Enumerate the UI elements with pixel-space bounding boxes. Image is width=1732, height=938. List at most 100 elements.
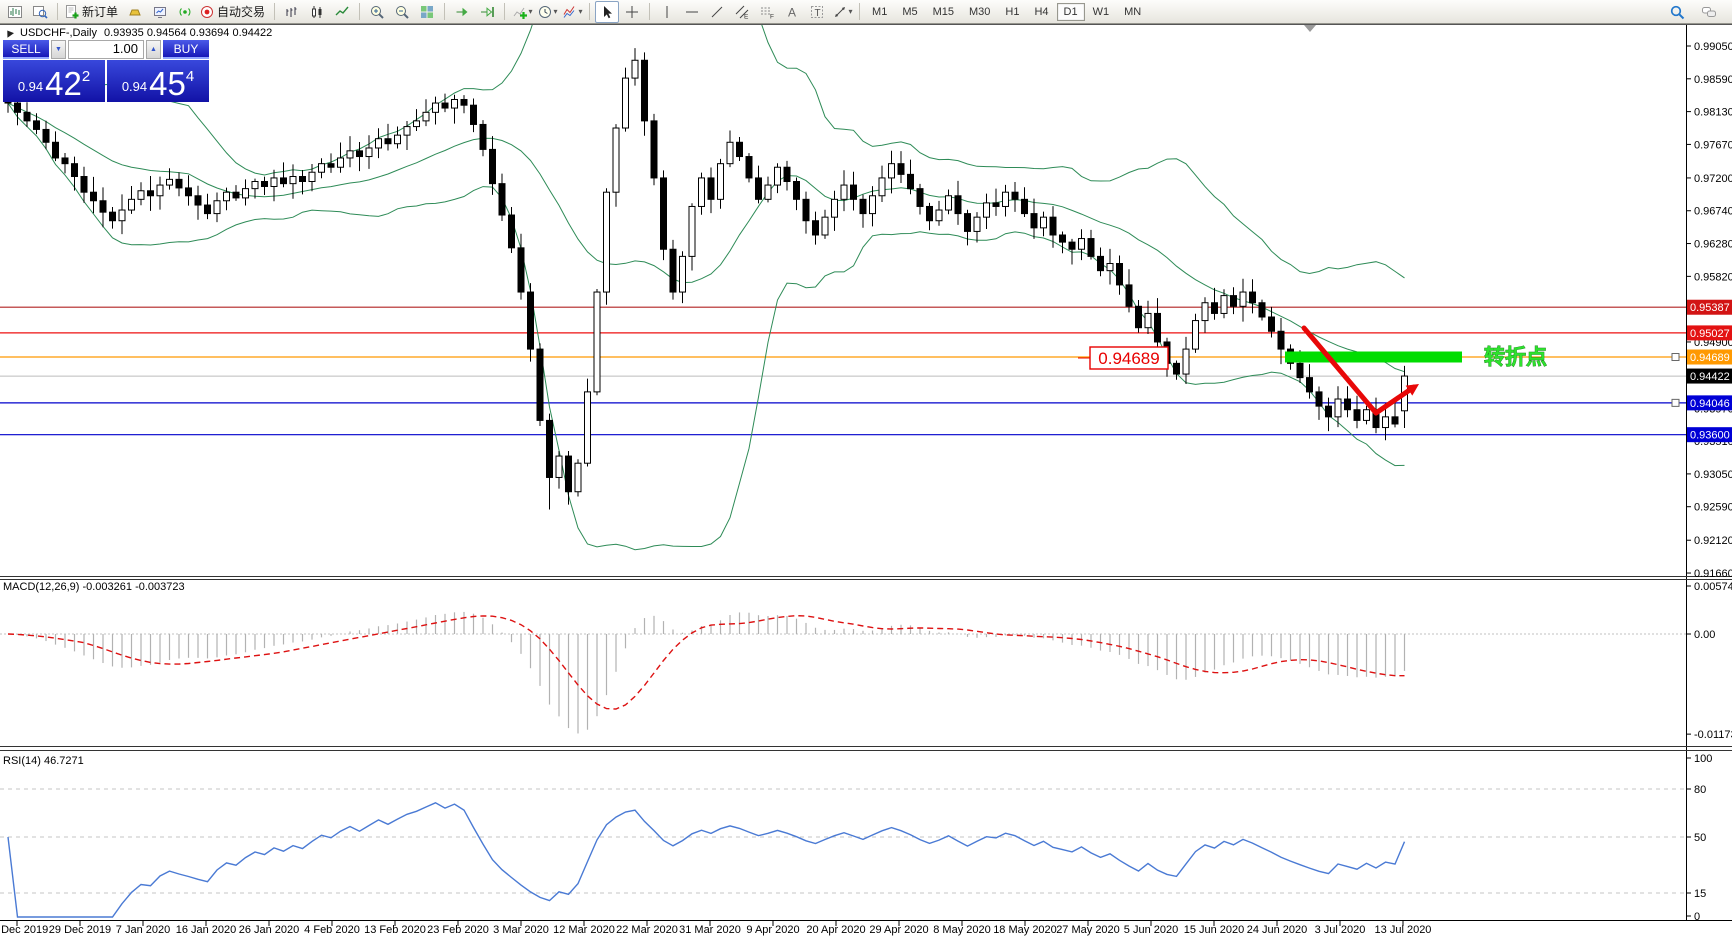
svg-text:80: 80 xyxy=(1694,784,1706,796)
line-drag-handle[interactable] xyxy=(1671,398,1680,407)
candle-body xyxy=(1002,191,1009,207)
candle-body xyxy=(1315,391,1323,407)
timeframe-mn-button[interactable]: MN xyxy=(1124,5,1142,18)
timeframe-d1-button[interactable]: D1 xyxy=(1056,2,1085,21)
bar-chart-type-button[interactable] xyxy=(280,1,304,23)
candle-body xyxy=(698,177,705,207)
line-drag-handle[interactable] xyxy=(1671,353,1680,362)
panel-splitter-macd[interactable] xyxy=(0,576,1732,580)
svg-text:A: A xyxy=(788,5,796,19)
new-order-button[interactable]: 新订单 xyxy=(63,1,122,23)
sell-button[interactable]: SELL xyxy=(3,40,49,59)
periods-button[interactable]: ▾ xyxy=(535,1,559,23)
price-tag-box[interactable] xyxy=(1089,346,1169,370)
candle-body xyxy=(1021,198,1028,215)
autotrading-button[interactable]: 自动交易 xyxy=(198,1,269,23)
rsi-line xyxy=(7,802,1406,918)
trendline-button[interactable] xyxy=(705,1,729,23)
buy-price[interactable]: 0.94 45 4 xyxy=(107,60,209,102)
indicator-labels: MACD(12,26,9) -0.003261 -0.003723 RSI(14)… xyxy=(3,581,185,767)
date-label: 9 Apr 2020 xyxy=(746,924,799,936)
cursor-button[interactable] xyxy=(595,0,620,23)
candle-body xyxy=(1382,416,1389,429)
volume-input[interactable]: 1.00 xyxy=(68,40,144,59)
templates-button-dropdown-icon[interactable]: ▾ xyxy=(578,7,583,16)
zoom-out-button[interactable] xyxy=(390,1,414,23)
text-label-button[interactable]: T xyxy=(805,1,829,23)
text-button[interactable]: A xyxy=(780,1,804,23)
timeframe-w1-button[interactable]: W1 xyxy=(1092,5,1110,18)
candle-body xyxy=(1201,302,1209,322)
candlestick-type-button[interactable] xyxy=(305,1,329,23)
auto-scroll-button[interactable] xyxy=(450,1,474,23)
candle-body xyxy=(451,98,458,109)
signals-icon[interactable] xyxy=(173,1,197,23)
candle-body xyxy=(1135,305,1142,329)
date-label: 12 Mar 2020 xyxy=(553,924,615,936)
shapes-button-dropdown-icon[interactable]: ▾ xyxy=(848,7,853,16)
candle-body xyxy=(375,138,382,149)
candle-body xyxy=(888,163,895,179)
timeframe-m15-button[interactable]: M15 xyxy=(932,5,954,18)
candle-body xyxy=(1011,191,1019,200)
price-level-lines[interactable] xyxy=(0,306,1686,436)
crosshair-button[interactable] xyxy=(620,1,644,23)
svg-text:100: 100 xyxy=(1694,753,1712,765)
timeframe-m30-button[interactable]: M30 xyxy=(969,5,991,18)
candle-body xyxy=(33,120,40,130)
candle-body xyxy=(726,141,734,165)
tile-windows-button[interactable] xyxy=(415,1,439,23)
candlestick-type-glyph xyxy=(312,5,322,18)
svg-text:T: T xyxy=(815,8,821,19)
vertical-line-button[interactable] xyxy=(655,1,679,23)
buy-button[interactable]: BUY xyxy=(163,40,209,59)
periods-button-dropdown-icon[interactable]: ▾ xyxy=(553,7,558,16)
timeframe-m1-button[interactable]: M1 xyxy=(872,5,888,18)
line-handles[interactable] xyxy=(1671,353,1680,407)
candle-body xyxy=(185,187,192,197)
panel-collapse-arrow-icon[interactable] xyxy=(1304,25,1316,32)
market-watch-icon[interactable] xyxy=(148,1,172,23)
candle-body xyxy=(308,171,316,183)
indicators-button[interactable]: ▾ xyxy=(510,1,534,23)
toolbar-separator xyxy=(504,3,506,20)
timeframe-h1-button[interactable]: H1 xyxy=(1005,5,1020,18)
panel-splitter-rsi[interactable] xyxy=(0,746,1732,751)
chat-icon[interactable] xyxy=(1697,1,1721,23)
price-axis[interactable]: 0.99050 0.98590 0.98130 0.97670 0.97200 0.967… xyxy=(1686,41,1732,923)
fibonacci-button[interactable]: F xyxy=(755,1,779,23)
templates-button[interactable]: ▾ xyxy=(560,1,584,23)
volume-increase-button[interactable]: ▲ xyxy=(146,40,161,59)
trendline-glyph xyxy=(711,6,723,17)
line-chart-type-button[interactable] xyxy=(330,1,354,23)
trend-arrow[interactable] xyxy=(1301,325,1417,416)
sell-price[interactable]: 0.94 42 2 xyxy=(3,60,105,102)
svg-text:0.94689: 0.94689 xyxy=(1690,352,1730,364)
horizontal-line-button[interactable] xyxy=(680,1,704,23)
chart-window-icon[interactable] xyxy=(3,1,27,23)
equidistant-channel-button[interactable]: E xyxy=(730,1,754,23)
styles-icon[interactable] xyxy=(123,1,147,23)
search-icon[interactable] xyxy=(1665,1,1689,23)
volume-decrease-button[interactable]: ▼ xyxy=(51,40,66,59)
chart-shift-button[interactable] xyxy=(475,1,499,23)
timeframe-h4-button[interactable]: H4 xyxy=(1034,5,1049,18)
rsi-label: RSI(14) 46.7271 xyxy=(3,755,84,767)
turning-point-label[interactable]: 转折点 xyxy=(1484,345,1548,370)
candle-body xyxy=(270,177,278,187)
turning-point-bar[interactable] xyxy=(1285,351,1462,363)
timeframe-m5-button[interactable]: M5 xyxy=(902,5,918,18)
buy-price-figure: 0.94 xyxy=(121,79,148,94)
buy-price-pips: 45 xyxy=(149,65,186,102)
price-chart-svg: 0.94689 转折点 MACD(12,26,9) -0.003261 -0.003… xyxy=(0,24,1732,936)
indicators-button-dropdown-icon[interactable]: ▾ xyxy=(528,7,533,16)
candle-body xyxy=(1182,348,1190,375)
candle-body xyxy=(869,195,876,215)
shapes-button[interactable]: ▾ xyxy=(830,1,854,23)
svg-text:0.99050: 0.99050 xyxy=(1694,41,1732,53)
profile-icon[interactable] xyxy=(28,1,52,23)
zoom-in-button[interactable] xyxy=(365,1,389,23)
candle-body xyxy=(1040,216,1047,229)
annotations-layer[interactable]: 0.94689 转折点 xyxy=(1078,325,1548,416)
